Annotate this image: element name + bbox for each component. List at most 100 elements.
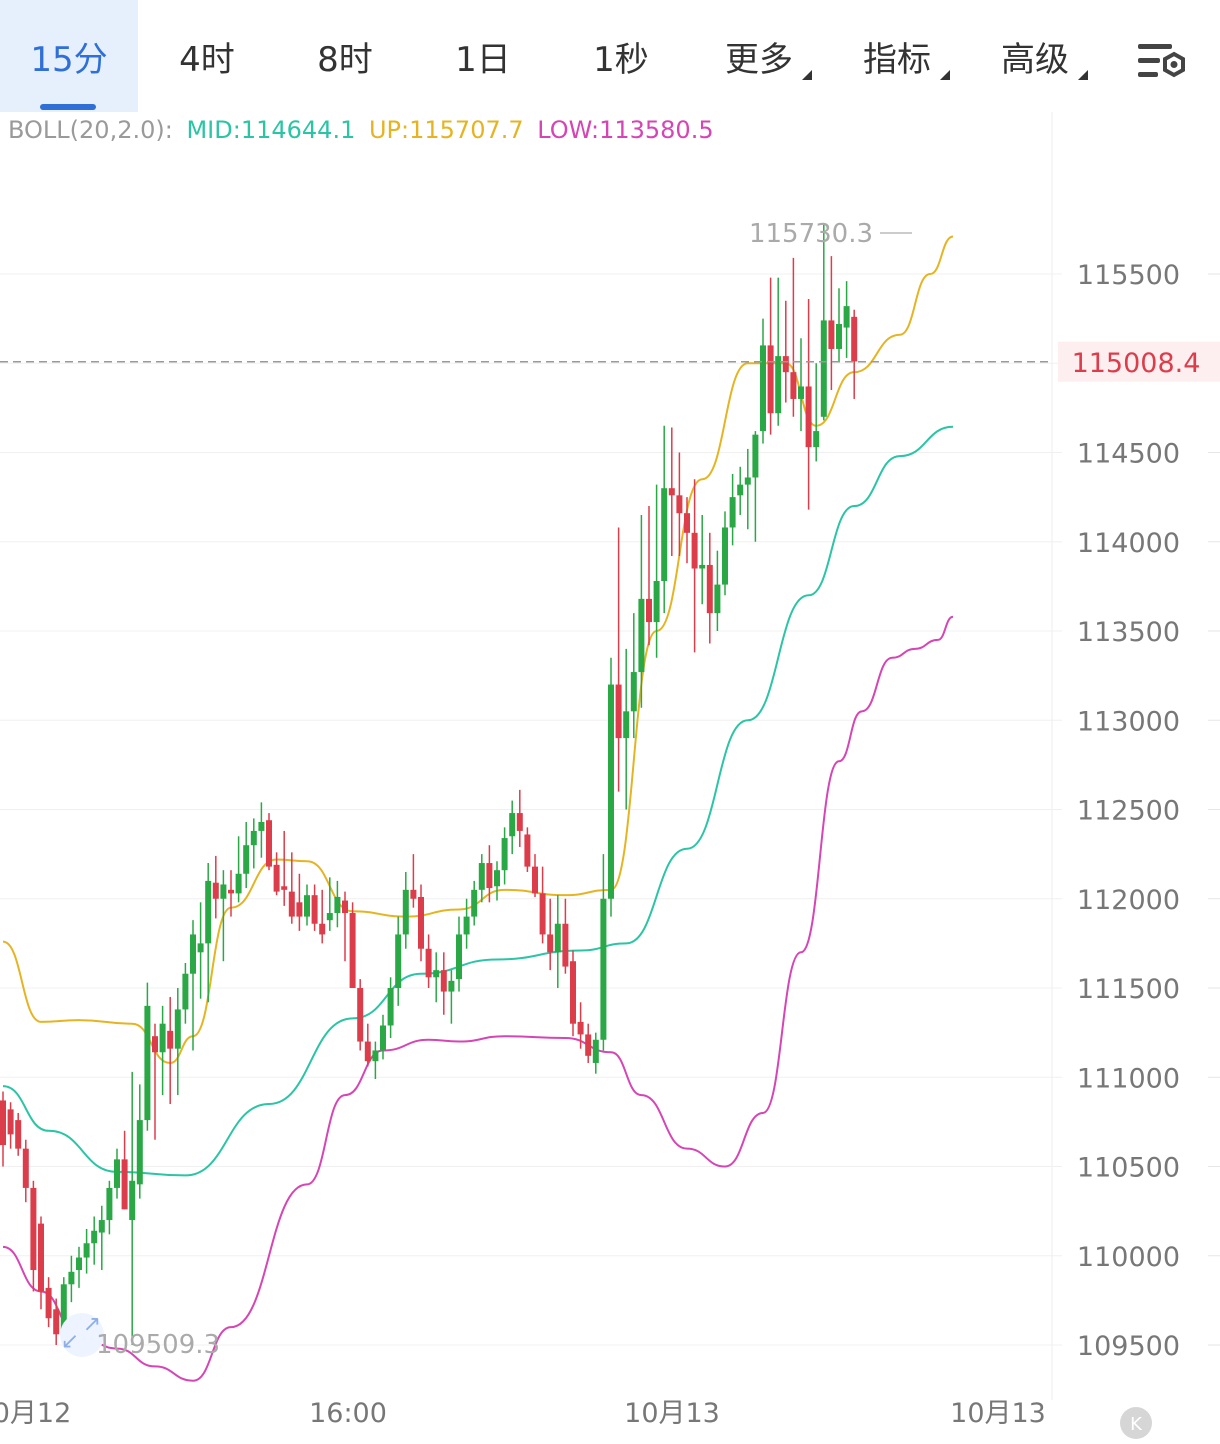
candle-body: [478, 863, 485, 890]
candle-body: [661, 488, 668, 582]
candle-body: [714, 584, 721, 614]
candle-body: [494, 870, 500, 887]
candle-body: [737, 484, 744, 496]
candle-body: [91, 1230, 98, 1244]
candle-body: [577, 1021, 584, 1035]
chart-settings-icon[interactable]: [1136, 40, 1188, 84]
y-tick-label: 109500: [1077, 1331, 1180, 1362]
candle-body: [456, 934, 462, 980]
candle-body: [30, 1187, 37, 1271]
candle-body: [570, 961, 576, 1024]
y-tick-label: 110500: [1077, 1153, 1180, 1184]
y-tick-label: 112000: [1077, 885, 1180, 916]
candle-body: [516, 813, 523, 831]
tab-more[interactable]: 更多: [690, 0, 828, 112]
candle-body: [144, 1005, 151, 1121]
candle-body: [782, 356, 789, 373]
candle-body: [114, 1159, 120, 1188]
candle-body: [615, 684, 622, 739]
candle-body: [182, 973, 189, 1010]
candle-body: [524, 834, 531, 867]
candle-body: [410, 889, 417, 899]
candle-body: [539, 893, 546, 935]
candle-body: [433, 970, 440, 978]
candle-body: [212, 882, 219, 899]
candle-body: [395, 934, 402, 988]
candle-body: [357, 988, 364, 1042]
y-tick-label: 113500: [1077, 617, 1180, 648]
y-tick-label: 110000: [1077, 1242, 1180, 1273]
boll-mid-value: MID:114644.1: [186, 116, 356, 144]
candle-body: [547, 934, 554, 953]
dropdown-triangle-icon: [802, 70, 812, 80]
active-tab-indicator: [40, 104, 96, 110]
y-tick-label: 115500: [1077, 260, 1180, 291]
tab-1d[interactable]: 1日: [414, 0, 552, 112]
candle-body: [402, 889, 409, 935]
x-axis-label: 16:00: [309, 1398, 387, 1429]
candle-body: [288, 891, 295, 917]
max-price-label: 115730.3: [749, 219, 873, 249]
candle-body: [760, 345, 766, 432]
tab-advanced[interactable]: 高级: [966, 0, 1104, 112]
candle-body: [0, 1100, 6, 1146]
candle-body: [813, 431, 820, 448]
y-tick-label: 112500: [1077, 796, 1180, 827]
candle-body: [364, 1041, 371, 1062]
min-price-marker: [60, 1313, 104, 1357]
candle-body: [15, 1120, 22, 1149]
tab-15m[interactable]: 15分: [0, 0, 138, 112]
candle-body: [790, 372, 797, 399]
candle-body: [798, 386, 804, 399]
candle-body: [190, 934, 196, 974]
boll-up-value: UP:115707.7: [368, 116, 524, 144]
candle-body: [205, 880, 212, 944]
candle-body: [509, 813, 516, 837]
boll-mid-band: [2, 425, 954, 1177]
candle-body: [273, 864, 280, 892]
candle-body: [486, 863, 493, 889]
candle-body: [281, 886, 288, 890]
candle-body: [630, 672, 637, 712]
candle-body: [843, 306, 850, 328]
candle-body: [159, 1023, 166, 1053]
candle-body: [53, 1309, 60, 1335]
candle-body: [676, 495, 683, 514]
candle-body: [319, 923, 326, 935]
x-axis-label: 0月12: [0, 1398, 71, 1429]
min-price-label: 109509.3: [96, 1330, 220, 1360]
tab-label: 更多: [725, 39, 793, 80]
tab-8h[interactable]: 8时: [276, 0, 414, 112]
tab-4h[interactable]: 4时: [138, 0, 276, 112]
candlestick-chart[interactable]: 115500 114500 114000 113500 113000 112500 1120…: [0, 112, 1220, 1444]
candle-body: [585, 1034, 592, 1056]
tab-label: 指标: [863, 39, 931, 80]
candle-body: [699, 564, 706, 569]
candle-body: [22, 1148, 29, 1188]
candle-body: [562, 923, 569, 967]
candle-body: [121, 1159, 128, 1210]
candle-body: [722, 527, 728, 585]
candle-body: [805, 386, 812, 448]
x-axis-label: 10月13: [624, 1398, 720, 1429]
tab-label: 15分: [30, 39, 108, 80]
dropdown-triangle-icon: [1078, 70, 1088, 80]
expand-arrow-icon: ↗: [83, 1312, 101, 1337]
candle-body: [836, 323, 842, 349]
tab-indicators[interactable]: 指标: [828, 0, 966, 112]
tab-1s[interactable]: 1秒: [552, 0, 690, 112]
candle-body: [501, 838, 508, 871]
current-price-label: 115008.4: [1072, 348, 1201, 379]
candle-body: [129, 1180, 136, 1221]
k-logo-glyph: K: [1130, 1414, 1143, 1435]
boll-low-value: LOW:113580.5: [537, 116, 714, 144]
candle-body: [425, 948, 432, 978]
candle-body: [638, 598, 645, 673]
candle-body: [304, 895, 310, 917]
candle-body: [744, 477, 751, 485]
candle-body: [349, 913, 356, 988]
y-tick-label: 113000: [1077, 706, 1180, 737]
candle-body: [235, 873, 242, 894]
candle-body: [152, 1036, 158, 1053]
candle-body: [76, 1257, 82, 1271]
